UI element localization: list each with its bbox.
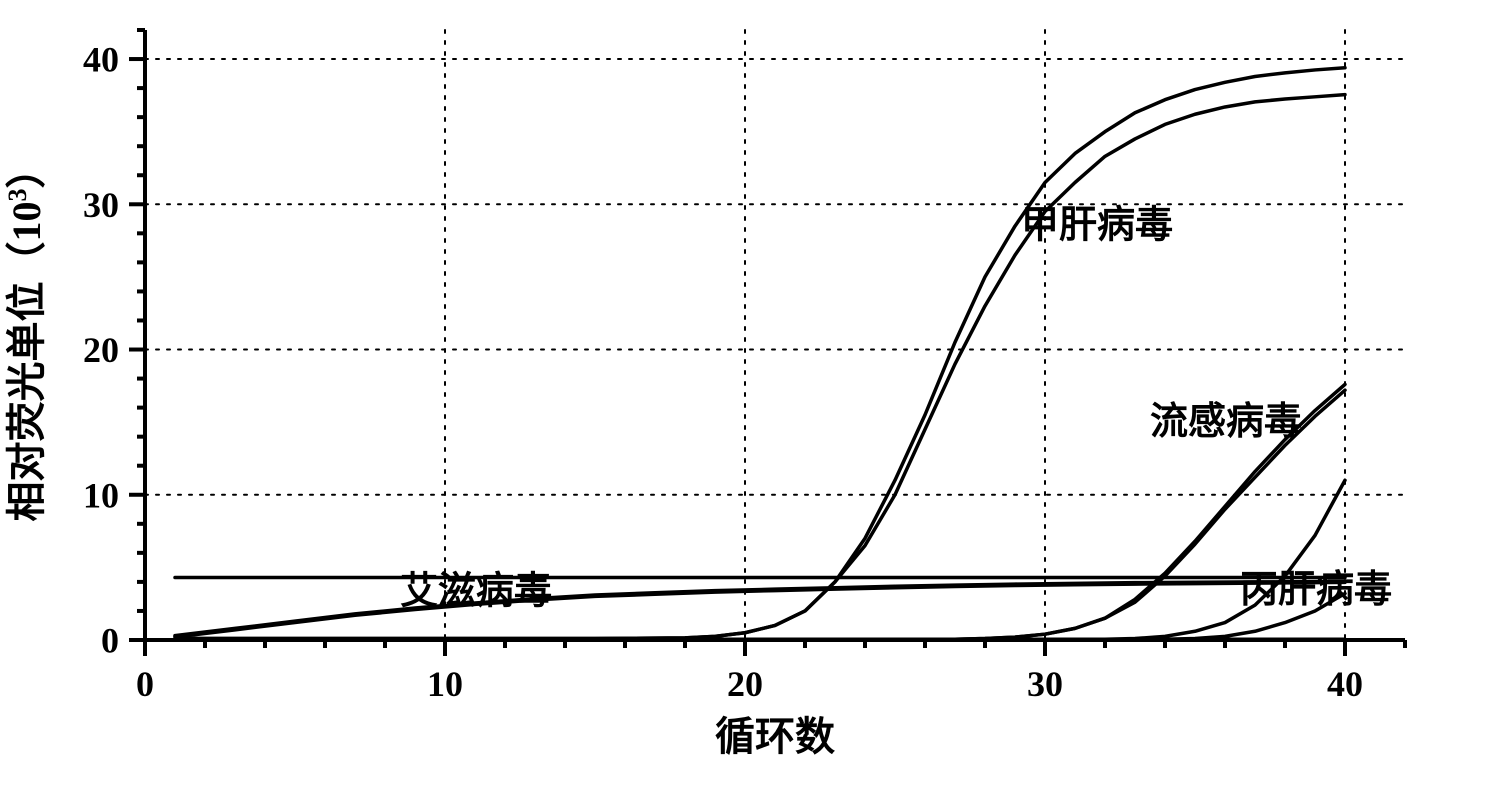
series-label-flu_upper: 流感病毒 [1150, 401, 1302, 443]
x-tick-label: 40 [1327, 664, 1363, 704]
x-tick-label: 20 [727, 664, 763, 704]
x-tick-label: 30 [1027, 664, 1063, 704]
y-axis-label: 相对荧光单位（103） [3, 149, 50, 522]
x-axis-label: 循环数 [715, 714, 835, 759]
y-tick-label: 40 [83, 40, 119, 80]
x-tick-label: 10 [427, 664, 463, 704]
series-label-hep_c_upper: 丙肝病毒 [1240, 569, 1392, 611]
y-tick-label: 20 [83, 330, 119, 370]
pcr-amplification-chart: 0 10 20 30 40 0 10 20 30 40 循环数 相对荧光单位（103） 甲肝病毒流感病毒… [0, 0, 1491, 794]
chart-svg: 0 10 20 30 40 0 10 20 30 40 循环数 相对荧光单位（103） 甲肝病毒流感病毒… [0, 0, 1491, 794]
series-label-hiv_thick1: 艾滋病毒 [400, 571, 552, 613]
x-tick-label: 0 [136, 664, 154, 704]
y-tick-label: 30 [83, 185, 119, 225]
y-tick-label: 0 [101, 621, 119, 661]
series-label-hep_a_upper: 甲肝病毒 [1021, 205, 1173, 247]
y-tick-label: 10 [83, 475, 119, 515]
